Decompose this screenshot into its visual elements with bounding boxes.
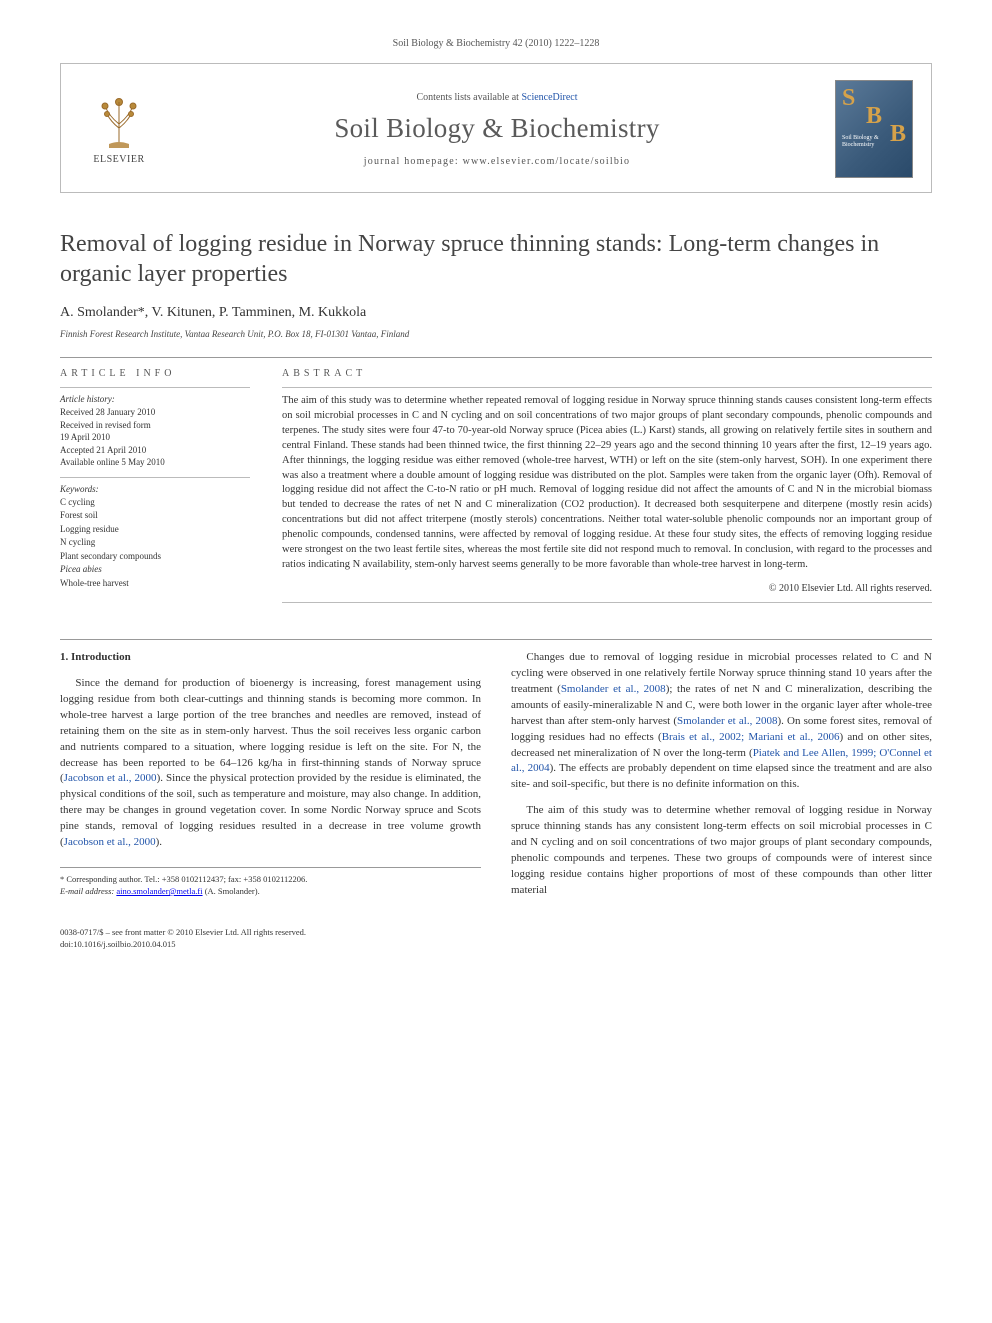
paragraph: Changes due to removal of logging residu… xyxy=(511,650,932,793)
journal-cover-thumb: SBB Soil Biology & Biochemistry xyxy=(835,80,913,178)
abstract-text: The aim of this study was to determine w… xyxy=(282,394,932,573)
article-history-head: Article history: xyxy=(60,394,250,404)
email-link[interactable]: aino.smolander@metla.fi xyxy=(116,886,202,896)
publisher-name: ELSEVIER xyxy=(79,154,159,165)
abstract-head: ABSTRACT xyxy=(282,368,932,379)
footer-line: 0038-0717/$ – see front matter © 2010 El… xyxy=(60,927,932,938)
body-columns: 1. Introduction Since the demand for pro… xyxy=(60,650,932,904)
elsevier-tree-icon xyxy=(91,94,147,150)
horizontal-rule xyxy=(60,357,932,358)
journal-masthead: ELSEVIER Contents lists available at Sci… xyxy=(60,63,932,193)
keyword: C cycling xyxy=(60,496,250,510)
citation-link[interactable]: Jacobson et al., 2000 xyxy=(64,772,157,784)
journal-homepage-line: journal homepage: www.elsevier.com/locat… xyxy=(159,156,835,167)
keyword: Logging residue xyxy=(60,523,250,537)
citation-link[interactable]: Smolander et al., 2008 xyxy=(561,683,666,695)
history-line: Received in revised form xyxy=(60,419,250,432)
history-line: Received 28 January 2010 xyxy=(60,406,250,419)
paragraph: The aim of this study was to determine w… xyxy=(511,803,932,899)
article-info-column: ARTICLE INFO Article history: Received 2… xyxy=(60,368,250,609)
keyword: Forest soil xyxy=(60,509,250,523)
abstract-copyright: © 2010 Elsevier Ltd. All rights reserved… xyxy=(282,583,932,594)
keyword: Plant secondary compounds xyxy=(60,550,250,564)
section-heading: 1. Introduction xyxy=(60,650,481,666)
citation-link[interactable]: Jacobson et al., 2000 xyxy=(64,836,156,848)
citation-line: Soil Biology & Biochemistry 42 (2010) 12… xyxy=(60,38,932,49)
keyword: Picea abies xyxy=(60,563,250,577)
history-line: Accepted 21 April 2010 xyxy=(60,444,250,457)
citation-link[interactable]: Smolander et al., 2008 xyxy=(677,715,777,727)
history-line: 19 April 2010 xyxy=(60,431,250,444)
history-line: Available online 5 May 2010 xyxy=(60,456,250,469)
contents-prefix: Contents lists available at xyxy=(416,92,521,103)
paragraph: Since the demand for production of bioen… xyxy=(60,676,481,851)
elsevier-logo: ELSEVIER xyxy=(79,94,159,165)
homepage-prefix: journal homepage: xyxy=(364,156,463,167)
article-title: Removal of logging residue in Norway spr… xyxy=(60,229,932,289)
keywords-head: Keywords: xyxy=(60,484,250,494)
citation-link[interactable]: Brais et al., 2002; Mariani et al., 2006 xyxy=(662,731,840,743)
keyword: Whole-tree harvest xyxy=(60,577,250,591)
footer-doi: doi:10.1016/j.soilbio.2010.04.015 xyxy=(60,939,932,950)
article-info-head: ARTICLE INFO xyxy=(60,368,250,379)
horizontal-rule xyxy=(60,639,932,640)
homepage-url[interactable]: www.elsevier.com/locate/soilbio xyxy=(463,156,631,167)
sciencedirect-link[interactable]: ScienceDirect xyxy=(521,92,577,103)
page-footer: 0038-0717/$ – see front matter © 2010 El… xyxy=(60,927,932,950)
journal-name: Soil Biology & Biochemistry xyxy=(159,113,835,144)
abstract-column: ABSTRACT The aim of this study was to de… xyxy=(282,368,932,609)
affiliation: Finnish Forest Research Institute, Vanta… xyxy=(60,329,932,339)
keyword: N cycling xyxy=(60,536,250,550)
corresponding-author-note: * Corresponding author. Tel.: +358 01021… xyxy=(60,867,481,898)
authors-line: A. Smolander*, V. Kitunen, P. Tamminen, … xyxy=(60,305,932,321)
contents-lists-line: Contents lists available at ScienceDirec… xyxy=(159,92,835,103)
